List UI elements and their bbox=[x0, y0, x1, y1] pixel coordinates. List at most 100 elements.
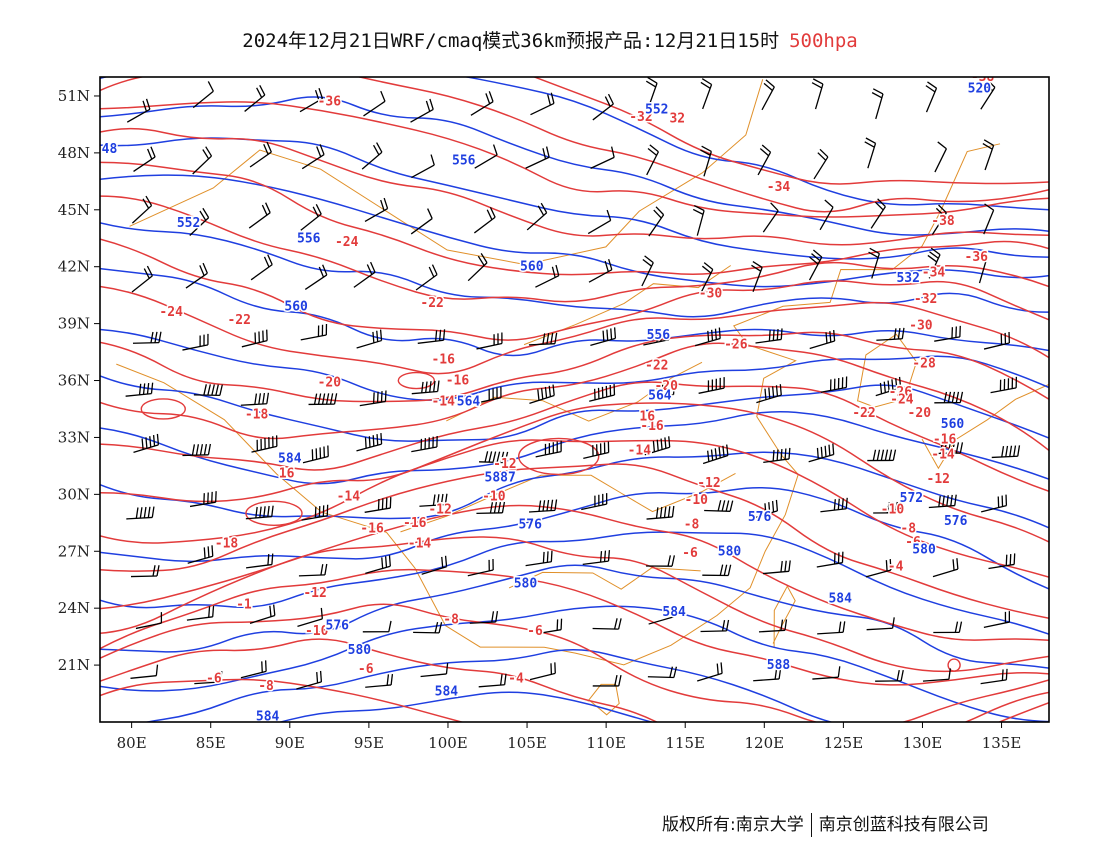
wind-barb bbox=[763, 447, 791, 464]
height-contour bbox=[100, 267, 1049, 357]
footer: 版权所有:南京大学 南京创蓝科技有限公司 bbox=[662, 810, 989, 837]
wind-barb bbox=[819, 199, 834, 231]
wind-barb bbox=[590, 327, 617, 347]
temperature-label: -34 bbox=[922, 265, 946, 280]
wind-barb bbox=[756, 384, 782, 404]
wind-barb bbox=[980, 79, 996, 110]
wind-barb bbox=[982, 139, 995, 171]
temperature-label: -16 bbox=[640, 419, 664, 434]
temperature-label: -10 bbox=[482, 489, 506, 504]
wind-barb bbox=[411, 380, 440, 395]
wind-barb bbox=[362, 620, 392, 633]
wind-barb bbox=[698, 377, 725, 394]
height-label: 560 bbox=[941, 417, 965, 432]
wind-barb bbox=[126, 506, 155, 520]
temperature-label: -6 bbox=[206, 671, 222, 686]
wind-barb bbox=[873, 501, 902, 514]
temperature-label: -12 bbox=[697, 476, 720, 491]
temperature-contours bbox=[100, 77, 1049, 722]
wind-barb bbox=[413, 621, 443, 634]
wind-barb bbox=[587, 209, 612, 235]
temperature-label: -30 bbox=[699, 286, 723, 301]
temperature-contour bbox=[100, 195, 1049, 303]
lat-tick-label: 48N bbox=[58, 144, 90, 162]
temperature-label: -16 bbox=[933, 432, 957, 447]
wind-barb bbox=[300, 324, 328, 341]
wind-barb bbox=[875, 376, 902, 397]
lat-tick-label: 30N bbox=[58, 485, 90, 503]
temperature-label: -26 bbox=[724, 337, 748, 352]
temperature-label: -10 bbox=[305, 624, 329, 639]
temperature-label: -14 bbox=[628, 444, 652, 459]
wind-barb bbox=[751, 260, 763, 292]
footer-divider bbox=[810, 813, 812, 837]
temperature-label: -1 bbox=[236, 597, 252, 612]
wind-barb bbox=[300, 204, 322, 231]
wind-barb bbox=[364, 197, 389, 223]
wind-barb bbox=[753, 667, 782, 682]
temperature-label: -16 bbox=[446, 374, 470, 389]
height-label: 584 bbox=[435, 685, 459, 700]
wind-barb bbox=[187, 545, 214, 564]
wind-barbs bbox=[125, 77, 1021, 690]
temperature-contour bbox=[100, 77, 1049, 213]
height-contour bbox=[100, 451, 1049, 529]
wind-barb bbox=[296, 670, 323, 690]
height-label: 556 bbox=[647, 328, 671, 343]
height-label: 564 bbox=[457, 394, 481, 409]
temperature-contour bbox=[100, 331, 1049, 403]
wind-barb bbox=[240, 392, 270, 406]
wind-barb bbox=[927, 247, 941, 279]
height-label: 584 bbox=[256, 709, 280, 724]
wind-barb bbox=[251, 435, 278, 453]
wind-barb bbox=[478, 673, 507, 688]
contour-labels: -36 -32 32 -38 -34 -38 -36 -34 -32 -30 -30 -24 -22 -2… bbox=[100, 77, 996, 724]
temperature-contour bbox=[100, 238, 1049, 341]
temperature-contour bbox=[100, 127, 1049, 246]
wind-barb bbox=[928, 494, 957, 509]
temperature-label: -8 bbox=[258, 679, 274, 694]
wind-barb bbox=[356, 329, 383, 349]
wind-barb bbox=[365, 673, 394, 688]
wind-barb bbox=[364, 497, 392, 513]
lon-tick-label: 80E bbox=[117, 734, 147, 752]
wind-barb bbox=[126, 98, 151, 123]
temperature-label: -12 bbox=[927, 472, 950, 487]
title-main: 2024年12月21日WRF/cmaq模式36km预报产品:12月21日15时 bbox=[242, 30, 780, 52]
lat-tick-label: 36N bbox=[58, 372, 90, 390]
wind-barb bbox=[876, 327, 905, 341]
height-label: 580 bbox=[348, 643, 372, 658]
height-label: 556 bbox=[452, 153, 476, 168]
wind-barb bbox=[530, 92, 555, 116]
lat-tick-label: 24N bbox=[58, 599, 90, 617]
wind-barb bbox=[813, 148, 829, 180]
temperature-label: -22 bbox=[645, 358, 668, 373]
wind-barb bbox=[589, 384, 616, 402]
lon-tick-label: 135E bbox=[982, 734, 1022, 752]
wind-barb bbox=[697, 662, 723, 682]
temperature-label: -16 bbox=[431, 353, 455, 368]
temperature-label: -26 bbox=[889, 385, 913, 400]
wind-barb bbox=[648, 605, 675, 625]
lat-tick-label: 27N bbox=[58, 542, 90, 560]
wind-barb bbox=[467, 253, 488, 282]
temperature-contour-loop bbox=[140, 398, 186, 420]
height-label: 580 bbox=[718, 544, 742, 559]
temperature-contour bbox=[100, 504, 1049, 641]
height-label: 580 bbox=[514, 577, 538, 592]
height-label: 576 bbox=[518, 518, 542, 533]
temperature-label: -20 bbox=[908, 406, 932, 421]
wind-barb bbox=[417, 329, 446, 344]
wind-barb bbox=[700, 619, 730, 633]
wind-barb bbox=[870, 198, 886, 229]
wind-barb bbox=[757, 144, 772, 176]
temperature-contour-loop bbox=[947, 658, 961, 672]
temperature-label: -8 bbox=[684, 518, 700, 533]
height-contour bbox=[277, 691, 654, 722]
lat-tick-label: 42N bbox=[58, 258, 90, 276]
temperature-label: -14 bbox=[931, 448, 955, 463]
wind-barb bbox=[934, 325, 961, 342]
temperature-contour-loop bbox=[517, 437, 600, 476]
wind-barb bbox=[240, 660, 267, 679]
wind-barb bbox=[875, 669, 904, 682]
